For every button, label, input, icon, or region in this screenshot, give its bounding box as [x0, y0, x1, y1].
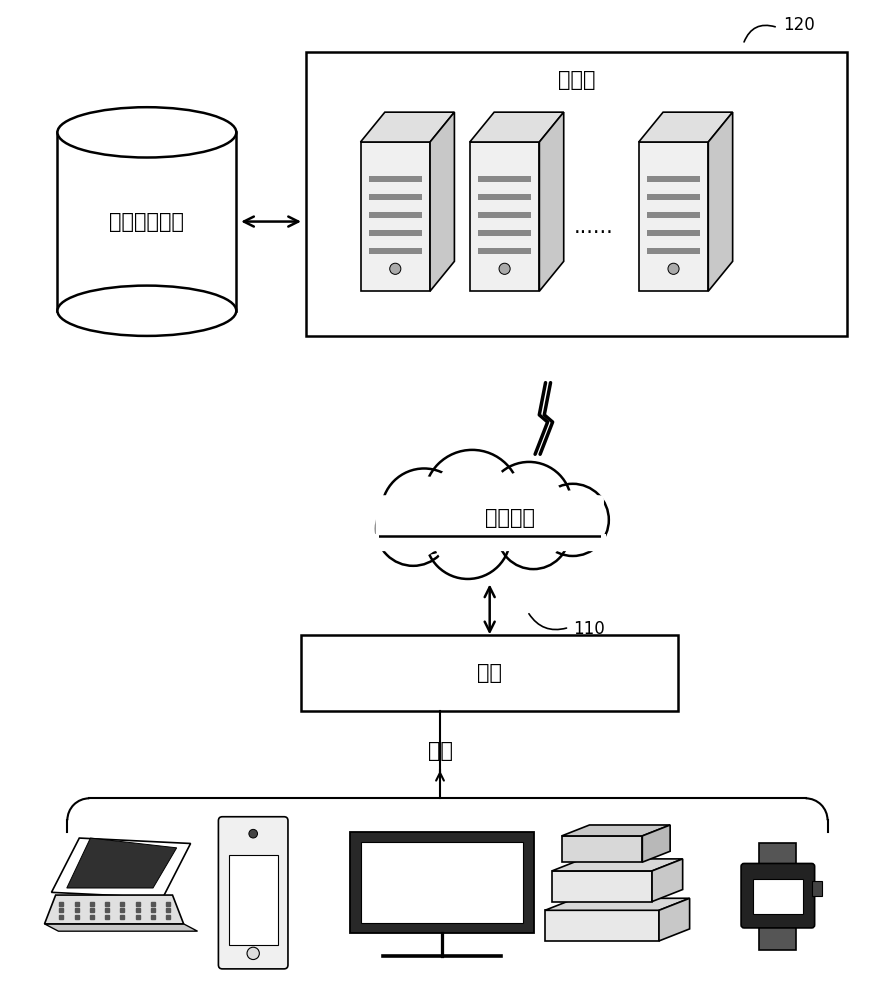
Circle shape [498, 497, 569, 569]
FancyBboxPatch shape [364, 484, 615, 562]
Circle shape [247, 947, 259, 960]
Polygon shape [639, 112, 733, 142]
FancyBboxPatch shape [741, 863, 815, 928]
Polygon shape [360, 142, 430, 291]
Circle shape [486, 462, 572, 547]
FancyBboxPatch shape [647, 176, 700, 182]
Circle shape [382, 498, 444, 559]
FancyBboxPatch shape [369, 194, 422, 200]
Circle shape [248, 829, 257, 838]
FancyBboxPatch shape [361, 842, 523, 923]
Circle shape [494, 470, 564, 540]
Polygon shape [45, 924, 197, 931]
FancyBboxPatch shape [301, 635, 678, 711]
Circle shape [499, 263, 510, 274]
Polygon shape [360, 112, 455, 142]
FancyBboxPatch shape [369, 176, 422, 182]
Circle shape [433, 501, 503, 571]
Circle shape [668, 263, 679, 274]
Text: 例如: 例如 [427, 741, 453, 761]
FancyBboxPatch shape [647, 212, 700, 218]
FancyBboxPatch shape [306, 52, 848, 336]
FancyBboxPatch shape [811, 881, 822, 896]
Polygon shape [430, 112, 455, 291]
Polygon shape [708, 112, 733, 291]
FancyBboxPatch shape [218, 817, 288, 969]
Polygon shape [470, 142, 539, 291]
Polygon shape [545, 898, 690, 910]
Polygon shape [561, 836, 642, 862]
FancyBboxPatch shape [759, 843, 796, 869]
Polygon shape [67, 838, 177, 888]
FancyBboxPatch shape [647, 230, 700, 236]
FancyBboxPatch shape [228, 855, 278, 945]
Text: ......: ...... [574, 217, 614, 237]
Text: 120: 120 [783, 16, 815, 34]
FancyBboxPatch shape [478, 248, 531, 254]
Polygon shape [539, 112, 564, 291]
Polygon shape [45, 895, 183, 924]
Circle shape [424, 450, 521, 546]
Circle shape [433, 459, 512, 537]
FancyBboxPatch shape [759, 925, 796, 950]
FancyBboxPatch shape [369, 230, 422, 236]
Circle shape [426, 494, 510, 579]
FancyBboxPatch shape [375, 495, 604, 551]
Circle shape [544, 490, 603, 549]
FancyBboxPatch shape [478, 212, 531, 218]
Text: 通信网络: 通信网络 [485, 508, 535, 528]
Polygon shape [642, 825, 670, 862]
Polygon shape [659, 898, 690, 941]
FancyBboxPatch shape [647, 248, 700, 254]
Polygon shape [552, 859, 683, 871]
Circle shape [537, 484, 609, 556]
Circle shape [504, 503, 563, 563]
Polygon shape [652, 859, 683, 902]
FancyBboxPatch shape [752, 879, 803, 914]
Polygon shape [470, 112, 564, 142]
FancyBboxPatch shape [478, 230, 531, 236]
Circle shape [376, 491, 450, 566]
Circle shape [381, 468, 467, 554]
Circle shape [389, 263, 401, 274]
FancyBboxPatch shape [478, 176, 531, 182]
Polygon shape [57, 132, 236, 311]
Polygon shape [639, 142, 708, 291]
FancyBboxPatch shape [369, 212, 422, 218]
Polygon shape [561, 825, 670, 836]
Text: 服务器: 服务器 [558, 70, 596, 90]
FancyBboxPatch shape [478, 194, 531, 200]
Circle shape [389, 476, 459, 546]
Polygon shape [51, 838, 190, 898]
Text: 终端: 终端 [478, 663, 502, 683]
Text: 110: 110 [574, 620, 605, 638]
Text: 数据存储系统: 数据存储系统 [109, 212, 184, 232]
FancyBboxPatch shape [350, 832, 534, 933]
FancyBboxPatch shape [647, 194, 700, 200]
FancyBboxPatch shape [369, 248, 422, 254]
Ellipse shape [57, 107, 236, 158]
Polygon shape [552, 871, 652, 902]
Polygon shape [545, 910, 659, 941]
Ellipse shape [57, 286, 236, 336]
